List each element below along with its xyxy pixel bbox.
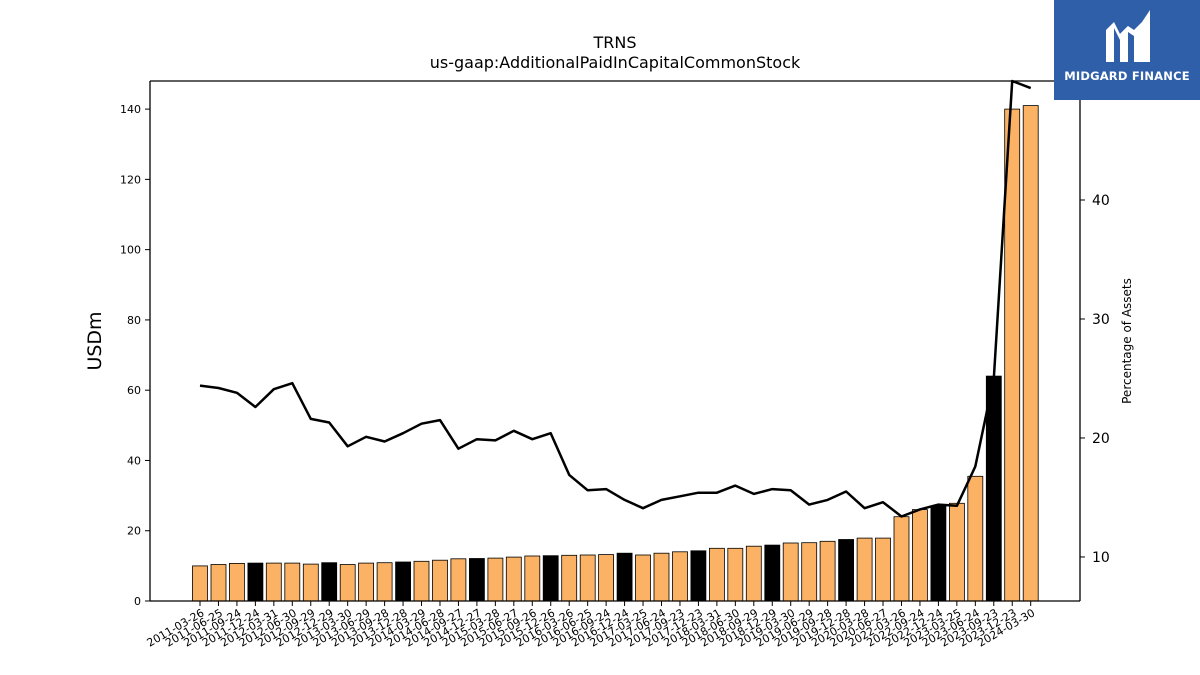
bar bbox=[542, 555, 559, 602]
bar bbox=[358, 562, 375, 602]
bar bbox=[432, 559, 448, 602]
y2-tick-label: 20 bbox=[1092, 431, 1110, 447]
line-series-group bbox=[199, 79, 1032, 518]
logo-text: MIDGARD FINANCE bbox=[1064, 69, 1190, 83]
bar bbox=[395, 561, 412, 602]
bar bbox=[819, 540, 836, 602]
bar bbox=[321, 562, 338, 602]
y-tick-label: 60 bbox=[127, 384, 141, 397]
bar bbox=[210, 564, 227, 602]
y-tick-label: 140 bbox=[120, 103, 141, 116]
bar bbox=[635, 554, 651, 602]
y2-tick-label: 30 bbox=[1092, 312, 1110, 328]
y-tick-label: 80 bbox=[127, 314, 141, 327]
bar bbox=[265, 562, 282, 602]
bar bbox=[413, 560, 430, 602]
bar bbox=[228, 563, 245, 602]
bar bbox=[967, 475, 984, 602]
chart-subtitle: us-gaap:AdditionalPaidInCapitalCommonSto… bbox=[430, 53, 801, 72]
y-axis-label: USDm bbox=[84, 311, 106, 370]
bar bbox=[247, 562, 264, 602]
bar bbox=[487, 557, 504, 602]
bar bbox=[949, 502, 965, 602]
bar bbox=[690, 550, 707, 602]
bar bbox=[653, 552, 670, 602]
bar bbox=[764, 544, 781, 602]
bar bbox=[912, 509, 928, 602]
y-tick-label: 100 bbox=[120, 244, 141, 257]
chart-title: TRNS bbox=[592, 33, 636, 52]
bar bbox=[598, 554, 614, 602]
bar bbox=[302, 563, 319, 602]
bar bbox=[284, 562, 301, 602]
bar bbox=[727, 547, 744, 602]
y-tick-label: 40 bbox=[127, 454, 141, 467]
bar bbox=[1022, 105, 1039, 602]
bar bbox=[875, 537, 891, 602]
y-tick-label: 20 bbox=[127, 525, 141, 538]
bar bbox=[838, 539, 854, 602]
bar bbox=[856, 537, 873, 602]
bar bbox=[801, 542, 818, 602]
bar bbox=[524, 555, 541, 602]
bar bbox=[450, 558, 467, 602]
bar bbox=[709, 547, 725, 602]
bar bbox=[782, 542, 799, 602]
bar bbox=[376, 562, 393, 602]
midgard-finance-logo: MIDGARD FINANCE bbox=[1054, 0, 1200, 100]
bar bbox=[505, 556, 522, 602]
bar bbox=[893, 516, 910, 602]
bar bbox=[192, 565, 208, 602]
bar bbox=[561, 554, 578, 602]
bar bbox=[745, 545, 762, 602]
y2-tick-label: 10 bbox=[1092, 550, 1110, 566]
percentage-line bbox=[199, 79, 1032, 518]
midgard-m-icon bbox=[1106, 10, 1150, 62]
bar bbox=[339, 564, 356, 602]
y-tick-label: 0 bbox=[134, 595, 141, 608]
bar bbox=[672, 551, 688, 602]
axes: 02040608010012014010203040502011-03-2620… bbox=[120, 74, 1110, 650]
bar bbox=[579, 554, 596, 602]
y-tick-label: 120 bbox=[120, 173, 141, 186]
y2-axis-label: Percentage of Assets bbox=[1120, 278, 1134, 404]
bar bbox=[468, 558, 485, 602]
bar bbox=[930, 505, 947, 602]
bar bbox=[616, 552, 633, 602]
bar-series bbox=[192, 105, 1039, 602]
bar bbox=[985, 375, 1002, 602]
y2-tick-label: 40 bbox=[1092, 193, 1110, 209]
